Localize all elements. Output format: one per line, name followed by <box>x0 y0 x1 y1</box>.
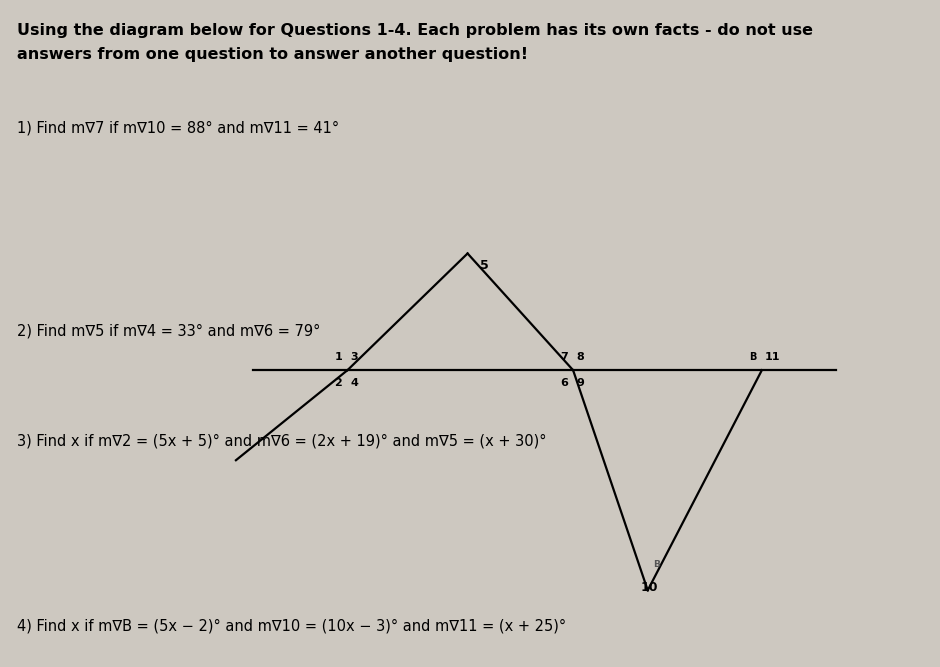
Text: 1: 1 <box>335 352 342 362</box>
Text: 6: 6 <box>560 378 568 388</box>
Text: 5: 5 <box>480 259 489 271</box>
Text: 7: 7 <box>560 352 568 362</box>
Text: 10: 10 <box>641 581 658 594</box>
Text: 9: 9 <box>576 378 584 388</box>
Text: 3) Find x if m∇2 = (5x + 5)° and m∇6 = (2x + 19)° and m∇5 = (x + 30)°: 3) Find x if m∇2 = (5x + 5)° and m∇6 = (… <box>17 434 547 448</box>
Text: B: B <box>653 560 660 569</box>
Text: answers from one question to answer another question!: answers from one question to answer anot… <box>17 47 528 61</box>
Text: 8: 8 <box>576 352 584 362</box>
Text: 11: 11 <box>765 352 780 362</box>
Text: 4) Find x if m∇B = (5x − 2)° and m∇10 = (10x − 3)° and m∇11 = (x + 25)°: 4) Find x if m∇B = (5x − 2)° and m∇10 = … <box>17 619 566 634</box>
Text: 3: 3 <box>351 352 358 362</box>
Text: Using the diagram below for Questions 1-4. Each problem has its own facts - do n: Using the diagram below for Questions 1-… <box>17 23 813 38</box>
Text: 2: 2 <box>335 378 342 388</box>
Text: 1) Find m∇7 if m∇10 = 88° and m∇11 = 41°: 1) Find m∇7 if m∇10 = 88° and m∇11 = 41° <box>17 120 339 135</box>
Text: 2) Find m∇5 if m∇4 = 33° and m∇6 = 79°: 2) Find m∇5 if m∇4 = 33° and m∇6 = 79° <box>17 323 321 338</box>
Text: 4: 4 <box>351 378 358 388</box>
Text: B: B <box>749 352 757 362</box>
